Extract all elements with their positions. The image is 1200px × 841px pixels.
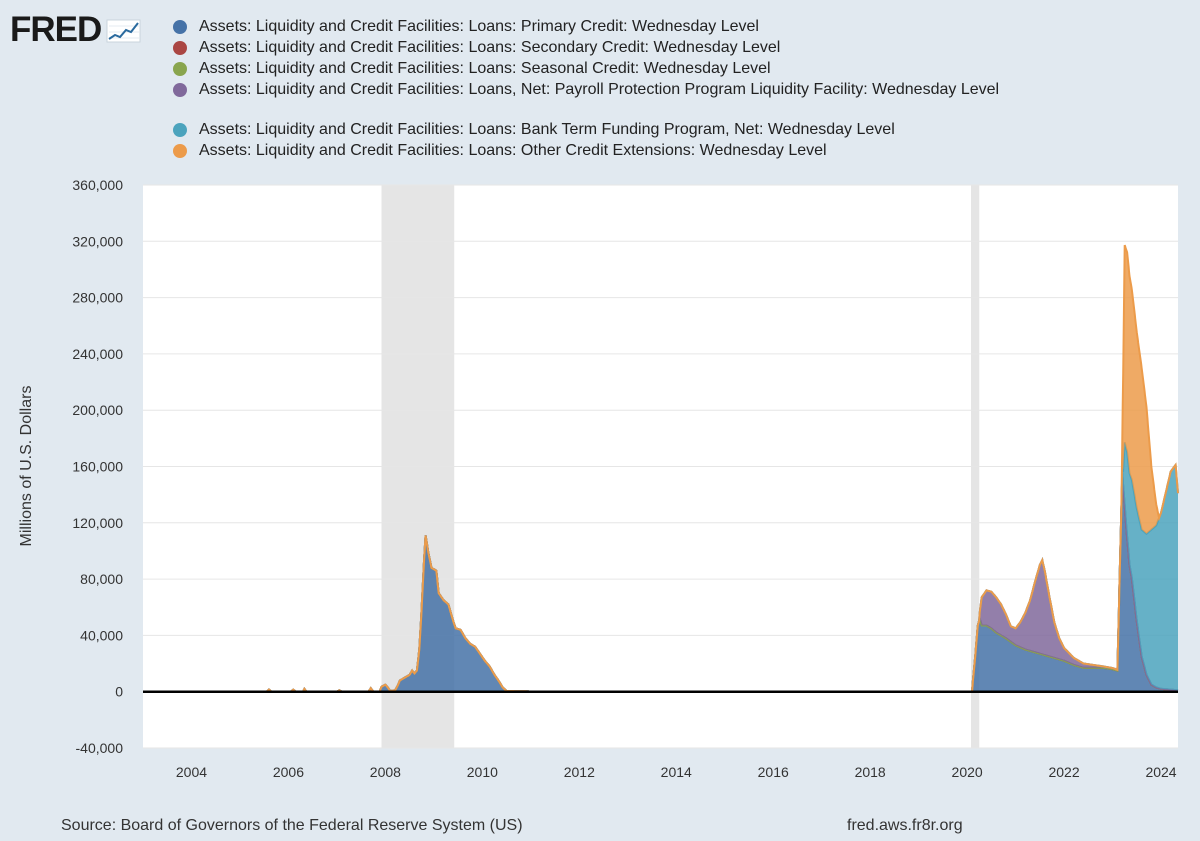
x-tick-label: 2022 [1048, 764, 1079, 780]
y-tick-label: 280,000 [72, 290, 123, 306]
x-tick-label: 2018 [855, 764, 886, 780]
x-tick-label: 2012 [564, 764, 595, 780]
x-tick-label: 2016 [758, 764, 789, 780]
legend-swatch [173, 40, 187, 55]
legend-item[interactable]: Assets: Liquidity and Credit Facilities:… [173, 119, 999, 140]
x-tick-label: 2008 [370, 764, 401, 780]
y-tick-label: 80,000 [80, 571, 123, 587]
fred-logo-text: FRED [10, 10, 102, 49]
legend-item[interactable]: Assets: Liquidity and Credit Facilities:… [173, 140, 999, 161]
legend-label: Assets: Liquidity and Credit Facilities:… [199, 120, 895, 138]
chart-legend: Assets: Liquidity and Credit Facilities:… [173, 16, 999, 161]
y-tick-label: 40,000 [80, 627, 123, 643]
legend-swatch [173, 19, 187, 34]
fred-logo[interactable]: FRED [10, 10, 142, 50]
y-tick-label: 0 [115, 684, 123, 700]
fred-sparkline-icon [106, 19, 141, 43]
y-tick-label: -40,000 [76, 740, 124, 756]
x-tick-label: 2014 [661, 764, 692, 780]
legend-label: Assets: Liquidity and Credit Facilities:… [199, 59, 771, 77]
legend-label: Assets: Liquidity and Credit Facilities:… [199, 80, 1000, 98]
legend-label: Assets: Liquidity and Credit Facilities:… [199, 38, 781, 56]
legend-item[interactable]: Assets: Liquidity and Credit Facilities:… [173, 79, 999, 100]
legend-swatch [173, 82, 187, 97]
y-tick-label: 160,000 [72, 459, 123, 475]
x-tick-label: 2004 [176, 764, 207, 780]
legend-swatch [173, 122, 187, 137]
legend-swatch [173, 61, 187, 76]
x-tick-label: 2020 [952, 764, 983, 780]
legend-label: Assets: Liquidity and Credit Facilities:… [199, 17, 759, 35]
y-axis-title: Millions of U.S. Dollars [18, 386, 35, 547]
source-note: Source: Board of Governors of the Federa… [61, 817, 523, 834]
y-tick-label: 360,000 [72, 177, 123, 193]
y-tick-label: 120,000 [72, 515, 123, 531]
y-tick-label: 320,000 [72, 233, 123, 249]
site-url[interactable]: fred.aws.fr8r.org [847, 817, 963, 834]
x-tick-label: 2010 [467, 764, 498, 780]
legend-item[interactable]: Assets: Liquidity and Credit Facilities:… [173, 16, 999, 37]
y-tick-label: 240,000 [72, 346, 123, 362]
legend-swatch [173, 143, 187, 158]
legend-item[interactable]: Assets: Liquidity and Credit Facilities:… [173, 58, 999, 79]
series-area [143, 473, 1178, 692]
y-tick-label: 200,000 [72, 402, 123, 418]
x-tick-label: 2006 [273, 764, 304, 780]
legend-item[interactable]: Assets: Liquidity and Credit Facilities:… [173, 37, 999, 58]
legend-label: Assets: Liquidity and Credit Facilities:… [199, 141, 827, 159]
x-tick-label: 2024 [1145, 764, 1176, 780]
